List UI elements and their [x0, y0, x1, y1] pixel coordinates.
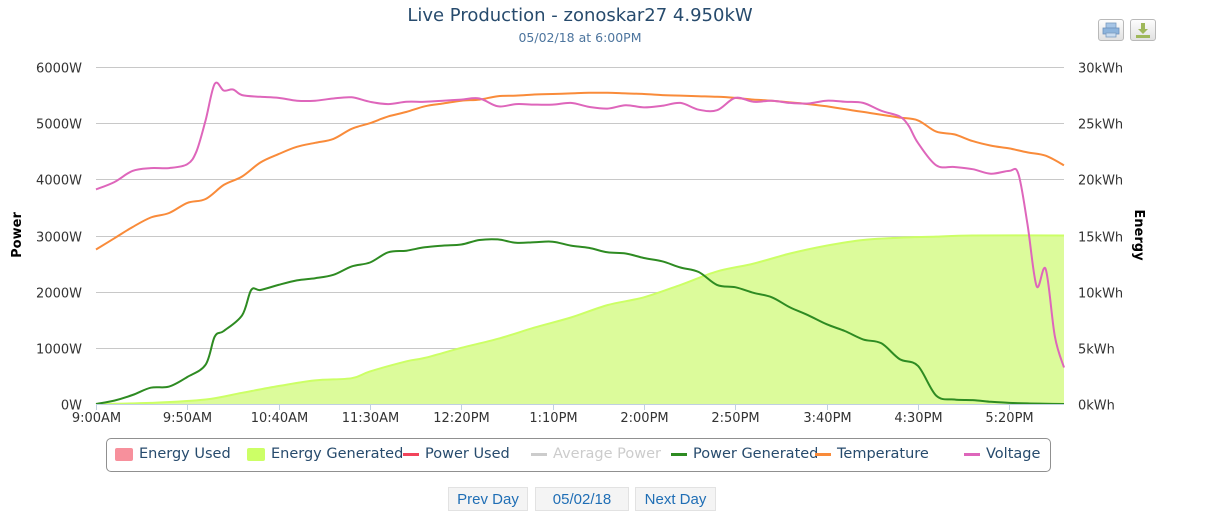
- x-tick-label: 10:40AM: [251, 411, 309, 426]
- next-day-button[interactable]: Next Day: [635, 487, 716, 511]
- x-tick-label: 11:30AM: [342, 411, 400, 426]
- legend-label: Temperature: [837, 446, 929, 462]
- legend-swatch-icon: [247, 447, 265, 461]
- legend-item-voltage[interactable]: Voltage: [964, 446, 1040, 462]
- download-button[interactable]: [1130, 19, 1156, 41]
- x-tick-label: 9:00AM: [72, 411, 121, 426]
- chart-title: Live Production - zonoskar27 4.950kW: [407, 5, 753, 26]
- legend-swatch-icon: [671, 452, 687, 456]
- x-tick-label: 2:50PM: [711, 411, 759, 426]
- x-tick-label: 5:20PM: [985, 411, 1033, 426]
- y-left-tick-label: 6000W: [36, 62, 82, 77]
- print-button[interactable]: [1098, 19, 1124, 41]
- y-left-tick-label: 5000W: [36, 118, 82, 133]
- y-left-tick-label: 1000W: [36, 343, 82, 358]
- x-tick-label: 3:40PM: [803, 411, 851, 426]
- legend-swatch-icon: [815, 452, 831, 456]
- temperature-line: [95, 91, 1065, 251]
- legend-item-power-used[interactable]: Power Used: [403, 446, 510, 462]
- x-tick-label: 4:30PM: [894, 411, 942, 426]
- legend-swatch-icon: [403, 452, 419, 456]
- legend-item-energy-generated[interactable]: Energy Generated: [247, 446, 403, 462]
- download-icon: [1136, 23, 1150, 38]
- area-series: [95, 234, 1065, 405]
- line-series: [95, 81, 1065, 405]
- x-tick-label: 1:10PM: [529, 411, 577, 426]
- y-axis-left-title: Power: [10, 212, 25, 258]
- x-tick-label: 2:00PM: [620, 411, 668, 426]
- x-tick-label: 9:50AM: [163, 411, 212, 426]
- y-right-tick-label: 5kWh: [1078, 343, 1115, 358]
- y-right-tick-label: 0kWh: [1078, 399, 1115, 414]
- y-right-tick-label: 30kWh: [1078, 62, 1123, 77]
- power-generated-line: [95, 238, 1065, 405]
- energy-generated-line: [95, 234, 1065, 405]
- legend-swatch-icon: [964, 452, 980, 456]
- legend-item-energy-used[interactable]: Energy Used: [115, 446, 231, 462]
- axes: 0W 1000W 2000W 3000W 4000W 5000W 6000W 0kWh 5kWh…: [36, 62, 1123, 427]
- y-left-tick-label: 2000W: [36, 287, 82, 302]
- prev-day-button[interactable]: Prev Day: [448, 487, 528, 511]
- y-axis-right-title: Energy: [1131, 209, 1146, 261]
- y-right-tick-label: 15kWh: [1078, 231, 1123, 246]
- y-right-tick-label: 10kWh: [1078, 287, 1123, 302]
- y-left-tick-label: 4000W: [36, 174, 82, 189]
- x-tick-label: 12:20PM: [433, 411, 490, 426]
- chart-legend: Energy Used Energy Generated Power Used Ave…: [106, 438, 1051, 472]
- date-picker[interactable]: 05/02/18: [535, 487, 629, 511]
- legend-item-power-generated[interactable]: Power Generated: [671, 446, 818, 462]
- legend-swatch-icon: [531, 452, 547, 456]
- legend-label: Power Used: [425, 446, 510, 462]
- legend-swatch-icon: [115, 447, 133, 461]
- legend-label: Energy Used: [139, 446, 231, 462]
- legend-label: Energy Generated: [271, 446, 404, 462]
- printer-icon: [1102, 22, 1120, 38]
- legend-label: Power Generated: [693, 446, 819, 462]
- y-right-tick-label: 25kWh: [1078, 118, 1123, 133]
- voltage-line: [95, 81, 1065, 368]
- energy-generated-area: [96, 235, 1064, 404]
- chart-subtitle: 05/02/18 at 6:00PM: [518, 30, 642, 45]
- legend-item-temperature[interactable]: Temperature: [815, 446, 929, 462]
- y-left-tick-label: 0W: [61, 399, 82, 414]
- legend-label: Voltage: [986, 446, 1041, 462]
- y-left-tick-label: 3000W: [36, 231, 82, 246]
- y-right-tick-label: 20kWh: [1078, 174, 1123, 189]
- legend-label: Average Power: [553, 446, 661, 462]
- legend-item-average-power[interactable]: Average Power: [531, 446, 661, 462]
